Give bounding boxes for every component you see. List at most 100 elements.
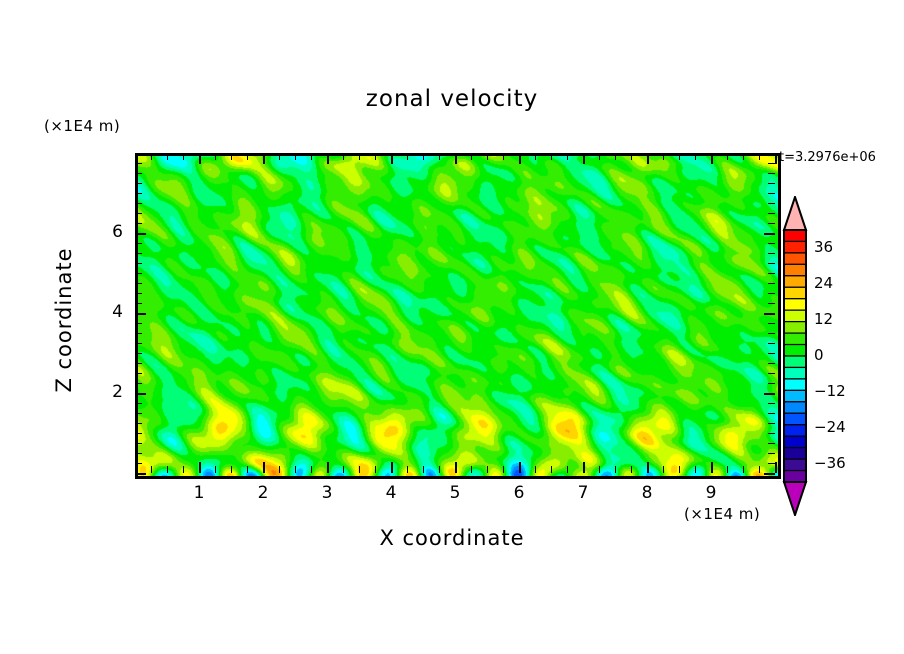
z-tick-right	[768, 293, 775, 294]
x-tick-top	[775, 153, 777, 164]
x-tick-top	[359, 153, 360, 160]
z-tick	[135, 423, 142, 424]
x-tick	[439, 466, 440, 473]
colorbar-tick-label: 36	[814, 238, 834, 256]
x-tick-top	[423, 153, 424, 160]
x-tick-top	[647, 153, 649, 164]
x-tick-top	[215, 153, 216, 160]
z-tick-right	[768, 423, 775, 424]
z-tick-right	[764, 313, 775, 315]
z-tick-right	[764, 153, 775, 155]
colorbar-band	[783, 332, 807, 346]
z-tick	[135, 333, 142, 334]
z-tick-label: 6	[112, 222, 123, 242]
colorbar	[782, 196, 808, 516]
x-tick	[487, 466, 488, 473]
x-axis-title: X coordinate	[379, 526, 525, 550]
x-tick	[583, 462, 585, 473]
x-tick-top	[151, 153, 152, 160]
z-tick	[135, 393, 146, 395]
colorbar-band	[783, 458, 807, 472]
x-tick-top	[439, 153, 440, 160]
z-tick	[135, 223, 142, 224]
colorbar-tick-label: −24	[814, 418, 846, 436]
colorbar-band	[783, 435, 807, 449]
x-tick	[535, 466, 536, 473]
z-tick-right	[768, 303, 775, 304]
z-tick-right	[764, 393, 775, 395]
x-tick-top	[679, 153, 680, 160]
z-tick	[135, 283, 142, 284]
z-tick-right	[768, 163, 775, 164]
x-tick-top	[743, 153, 744, 160]
x-tick-top	[519, 153, 521, 164]
x-tick	[183, 466, 184, 473]
timestamp-annotation: t=3.2976e+06	[779, 150, 876, 165]
colorbar-band	[783, 378, 807, 391]
z-tick	[135, 263, 142, 264]
z-tick-right	[768, 353, 775, 354]
z-tick	[135, 433, 142, 434]
z-tick-right	[768, 273, 775, 274]
z-tick-label: 4	[112, 302, 123, 322]
x-tick-top	[535, 153, 536, 160]
x-tick-label: 2	[257, 483, 269, 503]
x-tick-top	[695, 153, 696, 160]
x-tick-top	[471, 153, 472, 160]
z-tick-right	[768, 453, 775, 454]
x-tick-top	[583, 153, 585, 164]
z-tick	[135, 183, 142, 184]
z-tick-right	[768, 383, 775, 384]
x-tick	[711, 462, 713, 473]
x-tick-top	[503, 153, 504, 160]
x-tick-top	[263, 153, 265, 164]
x-tick	[151, 466, 152, 473]
x-tick	[775, 462, 777, 473]
colorbar-under-arrow	[782, 481, 808, 516]
x-tick	[263, 462, 265, 473]
colorbar-band	[783, 401, 807, 414]
x-tick-top	[279, 153, 280, 160]
x-tick-top	[631, 153, 632, 160]
x-tick	[423, 466, 424, 473]
x-tick	[679, 466, 680, 473]
x-tick	[327, 462, 329, 473]
colorbar-band	[783, 412, 807, 426]
z-tick	[135, 293, 142, 294]
x-tick-label: 1	[193, 483, 205, 503]
z-tick	[135, 353, 142, 354]
x-tick	[343, 466, 344, 473]
z-tick	[135, 363, 142, 364]
x-tick-top	[567, 153, 568, 160]
z-tick-right	[768, 333, 775, 334]
x-tick	[631, 466, 632, 473]
x-tick	[567, 466, 568, 473]
colorbar-band	[783, 389, 807, 403]
colorbar-band	[783, 240, 807, 254]
z-tick	[135, 463, 142, 464]
colorbar-band	[783, 447, 807, 460]
z-tick	[135, 323, 142, 324]
plot-area	[135, 153, 781, 479]
x-tick-top	[455, 153, 457, 164]
z-tick	[135, 243, 142, 244]
x-tick-top	[487, 153, 488, 160]
x-tick	[311, 466, 312, 473]
colorbar-tick-label: 24	[814, 274, 834, 292]
z-tick	[135, 303, 142, 304]
z-tick-right	[768, 263, 775, 264]
x-tick	[647, 462, 649, 473]
x-tick	[519, 462, 521, 473]
colorbar-tick-label: 0	[814, 346, 824, 364]
page-title: zonal velocity	[365, 86, 539, 112]
x-tick-top	[183, 153, 184, 160]
z-tick	[135, 383, 142, 384]
y-axis-title: Z coordinate	[52, 247, 76, 393]
x-tick-top	[167, 153, 168, 160]
x-tick	[231, 466, 232, 473]
x-tick-top	[407, 153, 408, 160]
x-tick	[551, 466, 552, 473]
velocity-field-heatmap	[138, 156, 778, 476]
colorbar-tick-label: −12	[814, 382, 846, 400]
z-tick-right	[768, 173, 775, 174]
